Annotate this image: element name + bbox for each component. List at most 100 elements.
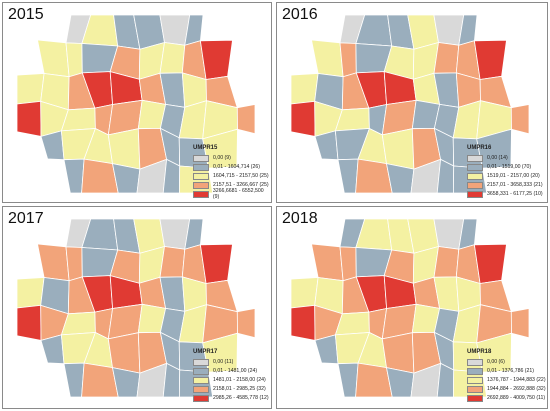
- map-legend: UMPR18 0,00 (6) 0,01 - 1376,786 (21) 137…: [467, 349, 546, 403]
- map-region: [199, 39, 233, 80]
- legend-row: 0,01 - 1519,00 (70): [467, 163, 543, 172]
- legend-swatch: [467, 368, 483, 375]
- map-region: [199, 243, 233, 284]
- map-region: [236, 104, 256, 135]
- legend-row: 2158,01 - 2985,25 (32): [193, 385, 269, 394]
- map-region: [63, 158, 85, 194]
- map-region: [40, 130, 65, 161]
- map-region: [40, 334, 65, 365]
- legend-title: UMPR15: [193, 145, 218, 151]
- map-region: [473, 243, 507, 284]
- legend-row: 0,00 (11): [193, 358, 269, 367]
- map-region: [16, 100, 42, 137]
- map-region: [311, 243, 344, 282]
- legend-swatch: [193, 155, 209, 162]
- map-region: [337, 362, 359, 398]
- legend-label: 1604,715 - 2157,50 (25): [213, 172, 269, 179]
- legend-swatch: [467, 377, 483, 384]
- map-region: [65, 246, 83, 282]
- map-region: [314, 334, 339, 365]
- map-region: [37, 39, 70, 78]
- legend-label: 0,00 (6): [487, 358, 505, 365]
- legend-label: 0,01 - 1376,786 (21): [487, 367, 535, 374]
- legend-row: 1944,884 - 2692,888 (32): [467, 385, 546, 394]
- legend-row: 1376,787 - 1944,883 (22): [467, 376, 546, 385]
- legend-swatch: [193, 191, 209, 198]
- map-region: [236, 308, 256, 339]
- map-region: [339, 42, 357, 78]
- map-region: [107, 332, 141, 374]
- legend-swatch: [467, 386, 483, 393]
- legend-row: 0,00 (14): [467, 154, 543, 163]
- legend-row: 1519,01 - 2157,00 (20): [467, 172, 543, 181]
- legend-swatch: [193, 164, 209, 171]
- legend-label: 2692,889 - 4009,750 (11): [487, 394, 546, 401]
- choropleth-map: [290, 14, 530, 194]
- choropleth-map: [290, 218, 530, 398]
- legend-row: 0,01 - 1376,786 (21): [467, 367, 546, 376]
- legend-row: 0,00 (6): [467, 358, 546, 367]
- legend-swatch: [193, 368, 209, 375]
- map-region: [290, 304, 316, 341]
- legend-swatch: [193, 182, 209, 189]
- map-region: [314, 130, 339, 161]
- legend-row: 0,00 (9): [193, 154, 271, 163]
- legend-row: 1481,01 - 2158,00 (24): [193, 376, 269, 385]
- map-panel-2015: 2015 UMPR15 0,00 (9) 0,01 - 1604,714 (26…: [2, 2, 272, 203]
- map-region: [290, 277, 319, 309]
- legend-label: 3658,331 - 6177,25 (10): [487, 190, 543, 197]
- legend-row: 3658,331 - 6177,25 (10): [467, 190, 543, 199]
- map-panel-2017: 2017 UMPR17 0,00 (11) 0,01 - 1481,00 (24…: [2, 206, 272, 409]
- map-region: [381, 128, 415, 170]
- legend-swatch: [467, 173, 483, 180]
- map-region: [107, 128, 141, 170]
- legend-swatch: [193, 386, 209, 393]
- legend-row: 0,01 - 1604,714 (26): [193, 163, 271, 172]
- map-region: [290, 100, 316, 137]
- map-region: [433, 42, 460, 74]
- map-region: [510, 308, 530, 339]
- map-region: [433, 246, 460, 278]
- legend-row: 1604,715 - 2157,50 (25): [193, 172, 271, 181]
- legend-label: 0,00 (14): [487, 154, 508, 161]
- legend-label: 2985,26 - 4585,778 (12): [213, 394, 269, 401]
- legend-label: 1519,01 - 2157,00 (20): [487, 172, 540, 179]
- legend-label: 1944,884 - 2692,888 (32): [487, 385, 546, 392]
- legend-label: 0,00 (11): [213, 358, 234, 365]
- map-region: [339, 246, 357, 282]
- legend-label: 0,01 - 1604,714 (26): [213, 163, 261, 170]
- legend-label: 0,01 - 1519,00 (70): [487, 163, 532, 170]
- legend-row: 2692,889 - 4009,750 (11): [467, 394, 546, 403]
- map-legend: UMPR17 0,00 (11) 0,01 - 1481,00 (24) 148…: [193, 349, 269, 403]
- legend-row: 0,01 - 1481,00 (24): [193, 367, 269, 376]
- map-region: [473, 39, 507, 80]
- legend-label: 0,00 (9): [213, 154, 231, 161]
- legend-row: 2157,01 - 3658,333 (21): [467, 181, 543, 190]
- map-legend: UMPR16 0,00 (14) 0,01 - 1519,00 (70) 151…: [467, 145, 543, 199]
- map-legend: UMPR15 0,00 (9) 0,01 - 1604,714 (26) 160…: [193, 145, 271, 199]
- legend-title: UMPR18: [467, 349, 492, 355]
- legend-title: UMPR17: [193, 349, 218, 355]
- legend-swatch: [193, 359, 209, 366]
- legend-label: 2157,51 - 3266,667 (25): [213, 181, 269, 188]
- map-region: [381, 332, 415, 374]
- map-region: [311, 39, 344, 78]
- legend-swatch: [467, 359, 483, 366]
- map-panel-2016: 2016 UMPR16 0,00 (14) 0,01 - 1519,00 (70…: [276, 2, 548, 203]
- map-region: [65, 42, 83, 78]
- legend-swatch: [193, 173, 209, 180]
- legend-swatch: [193, 377, 209, 384]
- map-region: [510, 104, 530, 135]
- panel-year: 2018: [282, 210, 318, 227]
- panel-year: 2016: [282, 6, 318, 23]
- legend-row: 2985,26 - 4585,778 (12): [193, 394, 269, 403]
- choropleth-map: [16, 14, 256, 194]
- legend-swatch: [193, 395, 209, 402]
- legend-label: 2157,01 - 3658,333 (21): [487, 181, 543, 188]
- legend-swatch: [467, 182, 483, 189]
- panel-year: 2015: [8, 6, 44, 23]
- map-region: [16, 304, 42, 341]
- legend-swatch: [467, 164, 483, 171]
- map-region: [290, 73, 319, 105]
- legend-label: 0,01 - 1481,00 (24): [213, 367, 258, 374]
